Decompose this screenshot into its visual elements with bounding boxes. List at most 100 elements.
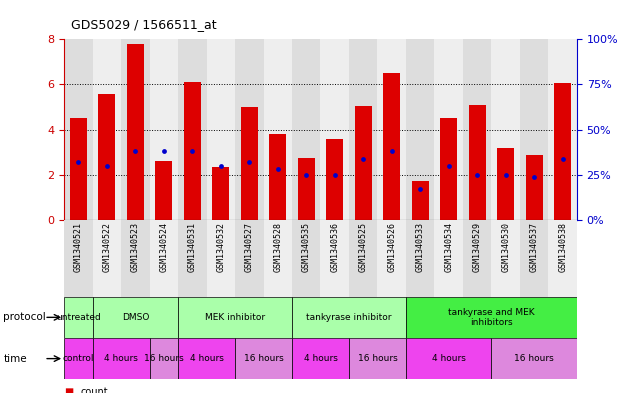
Point [358,156,369,162]
Bar [526,154,543,220]
Text: untreated: untreated [56,313,101,322]
Bar [184,82,201,220]
Bar [127,44,144,220]
Bar [349,220,378,297]
Text: control: control [63,354,94,363]
Bar [92,338,149,379]
Bar [92,220,121,297]
Text: GSM1340527: GSM1340527 [245,222,254,272]
Bar [492,39,520,220]
Text: MEK inhibitor: MEK inhibitor [205,313,265,322]
Text: 4 hours: 4 hours [432,354,465,363]
Bar [463,220,492,297]
Bar [155,161,172,220]
Point [415,186,426,193]
Text: DMSO: DMSO [122,313,149,322]
Text: GSM1340534: GSM1340534 [444,222,453,272]
Bar [378,220,406,297]
Bar [149,338,178,379]
Bar [64,297,92,338]
Bar [383,73,400,220]
Point [472,172,482,178]
Bar [497,148,514,220]
Bar [212,167,229,220]
Text: 4 hours: 4 hours [304,354,337,363]
Text: GSM1340533: GSM1340533 [416,222,425,272]
Text: GSM1340525: GSM1340525 [359,222,368,272]
Bar [549,39,577,220]
Text: tankyrase and MEK
inhibitors: tankyrase and MEK inhibitors [448,308,535,327]
Bar [435,220,463,297]
Bar [92,297,178,338]
Text: GSM1340523: GSM1340523 [131,222,140,272]
Text: 4 hours: 4 hours [190,354,224,363]
Bar [292,220,320,297]
Bar [206,39,235,220]
Text: GSM1340536: GSM1340536 [330,222,339,272]
Point [501,172,511,178]
Bar [263,220,292,297]
Bar [292,297,406,338]
Bar [263,39,292,220]
Bar [235,220,263,297]
Bar [349,338,406,379]
Text: GSM1340522: GSM1340522 [103,222,112,272]
Text: time: time [3,354,27,364]
Bar [149,39,178,220]
Bar [292,39,320,220]
Bar [121,220,149,297]
Bar [554,83,571,220]
Point [329,172,340,178]
Bar [549,220,577,297]
Text: count: count [80,387,108,393]
Point [73,159,83,165]
Point [215,163,226,169]
Bar [206,220,235,297]
Bar [406,338,492,379]
Text: 4 hours: 4 hours [104,354,138,363]
Point [130,148,140,154]
Point [187,148,197,154]
Bar [178,220,206,297]
Point [529,174,539,180]
Bar [64,39,92,220]
Text: 16 hours: 16 hours [514,354,554,363]
Bar [320,220,349,297]
Bar [412,180,429,220]
Bar [98,94,115,220]
Text: GSM1340521: GSM1340521 [74,222,83,272]
Bar [92,39,121,220]
Bar [463,39,492,220]
Bar [349,39,378,220]
Bar [469,105,486,220]
Bar [64,220,92,297]
Text: GSM1340529: GSM1340529 [472,222,481,272]
Bar [269,134,287,220]
Bar [178,338,235,379]
Bar [406,220,435,297]
Point [102,163,112,169]
Bar [520,39,549,220]
Bar [320,39,349,220]
Text: GSM1340538: GSM1340538 [558,222,567,272]
Bar [406,39,435,220]
Bar [354,106,372,220]
Text: tankyrase inhibitor: tankyrase inhibitor [306,313,392,322]
Text: 16 hours: 16 hours [244,354,283,363]
Bar [292,338,349,379]
Text: GSM1340531: GSM1340531 [188,222,197,272]
Point [244,159,254,165]
Bar [440,118,457,220]
Bar [178,39,206,220]
Bar [297,158,315,220]
Bar [149,220,178,297]
Bar [492,338,577,379]
Bar [235,39,263,220]
Bar [121,39,149,220]
Point [272,166,283,173]
Text: ■: ■ [64,387,73,393]
Text: GSM1340530: GSM1340530 [501,222,510,272]
Point [301,172,312,178]
Bar [406,297,577,338]
Bar [64,338,92,379]
